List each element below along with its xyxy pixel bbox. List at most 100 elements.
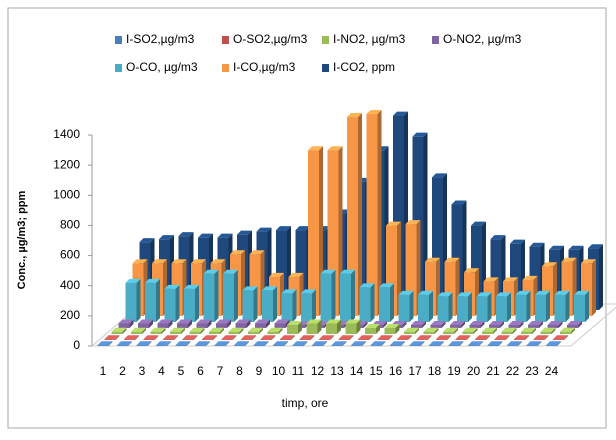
bar-side: [571, 327, 575, 334]
bar: [196, 323, 208, 328]
bar-side: [115, 335, 120, 340]
bar-top: [444, 257, 460, 262]
bar-top: [462, 327, 478, 332]
bar-top: [196, 319, 212, 324]
bar: [209, 331, 220, 334]
bar-side: [416, 220, 421, 316]
bar-side: [129, 319, 134, 328]
bar-side: [135, 335, 139, 340]
bar: [203, 273, 215, 322]
bar: [430, 324, 442, 328]
bar: [448, 345, 460, 346]
bar-side: [291, 335, 295, 340]
bar-side: [342, 341, 347, 346]
bar-top: [553, 335, 568, 340]
bar: [567, 324, 578, 328]
bar: [216, 323, 227, 328]
bar-side: [252, 335, 256, 340]
x-tick-label: 24: [545, 364, 559, 378]
bar-top: [514, 335, 529, 340]
bar-top: [464, 268, 479, 273]
bar: [404, 331, 415, 334]
bar-top: [175, 341, 191, 346]
bar-side: [420, 341, 425, 346]
bar-top: [256, 227, 272, 232]
bar-side: [147, 341, 152, 346]
bar: [292, 345, 304, 346]
bar: [280, 339, 291, 340]
bar: [301, 293, 312, 322]
bar-side: [271, 335, 276, 340]
bar-top: [345, 319, 361, 324]
x-axis-title: timp, ore: [282, 396, 329, 410]
bar-side: [592, 259, 596, 316]
bar-top: [182, 335, 198, 340]
bar: [319, 339, 330, 340]
bar-top: [198, 233, 213, 238]
bar-top: [210, 259, 226, 264]
bar-top: [118, 319, 134, 324]
bar-top: [547, 320, 563, 325]
bar-top: [377, 335, 393, 340]
bar: [436, 339, 447, 340]
bar: [397, 339, 408, 340]
bar-top: [132, 259, 148, 264]
bar: [489, 324, 500, 328]
bar-top: [253, 341, 269, 346]
bar-top: [228, 327, 244, 332]
bar-top: [365, 323, 380, 328]
x-tick-label: 14: [350, 364, 364, 378]
y-tick-label: 1200: [53, 157, 80, 171]
bar-top: [269, 272, 284, 277]
legend-label: I-CO2, ppm: [333, 60, 395, 74]
bar: [411, 324, 422, 328]
x-tick-label: 7: [217, 364, 224, 378]
bar-side: [174, 335, 178, 340]
bar: [312, 345, 323, 346]
x-tick-label: 9: [256, 364, 263, 378]
bar-side: [167, 341, 171, 346]
bar: [163, 339, 174, 340]
bar-side: [253, 286, 258, 322]
legend-label: O-CO, µg/m3: [126, 60, 198, 74]
bar-side: [585, 290, 589, 322]
bar-side: [551, 327, 556, 334]
bar-side: [312, 289, 316, 322]
bar-side: [330, 335, 334, 340]
bar-side: [136, 278, 141, 322]
bar: [501, 331, 513, 334]
bar: [262, 290, 273, 322]
bar-side: [168, 319, 173, 328]
bar-top: [503, 277, 518, 282]
bar-side: [200, 327, 205, 334]
bar-side: [362, 341, 366, 346]
x-tick-label: 2: [119, 364, 126, 378]
bar-top: [567, 320, 582, 325]
bar-side: [207, 319, 212, 328]
bar-top: [104, 335, 120, 340]
bar-side: [206, 341, 210, 346]
bar-side: [214, 269, 219, 322]
bar-top: [471, 221, 486, 226]
bar-side: [468, 292, 472, 322]
bar: [514, 339, 525, 340]
bar: [432, 177, 443, 310]
bar-top: [423, 327, 439, 332]
legend-swatch: [222, 64, 229, 72]
bar-top: [301, 289, 316, 294]
bar: [482, 331, 493, 334]
bar-side: [323, 341, 327, 346]
bar: [145, 282, 156, 322]
bar-top: [97, 341, 113, 346]
bar-top: [299, 335, 315, 340]
bar: [386, 225, 397, 316]
bar: [398, 294, 410, 322]
bar-side: [493, 327, 497, 334]
bar: [255, 323, 266, 328]
bar: [143, 339, 155, 340]
bar-top: [379, 283, 394, 288]
bar: [547, 324, 559, 328]
x-tick-label: 5: [178, 364, 185, 378]
bar: [235, 323, 247, 328]
bar: [189, 331, 201, 334]
